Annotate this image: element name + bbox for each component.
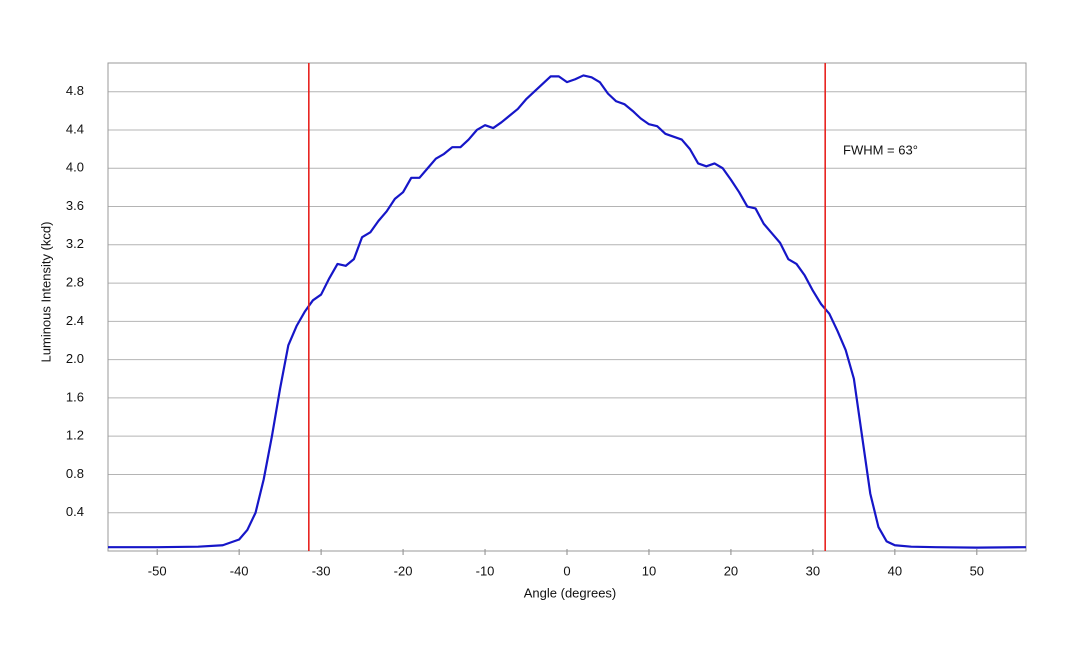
- y-tick-label: 4.8: [66, 83, 84, 98]
- x-tick-label: 50: [970, 563, 984, 578]
- x-tick-label: 0: [563, 563, 570, 578]
- annotation: FWHM = 63°: [843, 142, 918, 157]
- x-tick-label: 40: [888, 563, 902, 578]
- x-tick-label: 10: [642, 563, 656, 578]
- y-tick-label: 0.8: [66, 466, 84, 481]
- y-tick-label: 1.6: [66, 389, 84, 404]
- y-axis-label: Luminous Intensity (kcd): [38, 222, 53, 363]
- x-tick-label: -10: [476, 563, 495, 578]
- data-line: [108, 74, 1027, 549]
- y-tick-label: 3.6: [66, 198, 84, 213]
- y-tick-label: 0.4: [66, 504, 84, 519]
- x-tick-label: -30: [312, 563, 331, 578]
- y-tick-label: 3.2: [66, 236, 84, 251]
- y-tick-label: 4.4: [66, 121, 84, 136]
- x-tick-label: -20: [394, 563, 413, 578]
- x-tick-label: 30: [806, 563, 820, 578]
- x-axis-label: Angle (degrees): [524, 585, 617, 600]
- x-tick-label: -50: [148, 563, 167, 578]
- y-tick-label: 2.0: [66, 351, 84, 366]
- y-tick-label: 4.0: [66, 160, 84, 175]
- plot-border: [107, 62, 1027, 552]
- y-tick-label: 1.2: [66, 428, 84, 443]
- x-tick-label: 20: [724, 563, 738, 578]
- x-tick-label: -40: [230, 563, 249, 578]
- y-tick-label: 2.4: [66, 313, 84, 328]
- y-tick-label: 2.8: [66, 275, 84, 290]
